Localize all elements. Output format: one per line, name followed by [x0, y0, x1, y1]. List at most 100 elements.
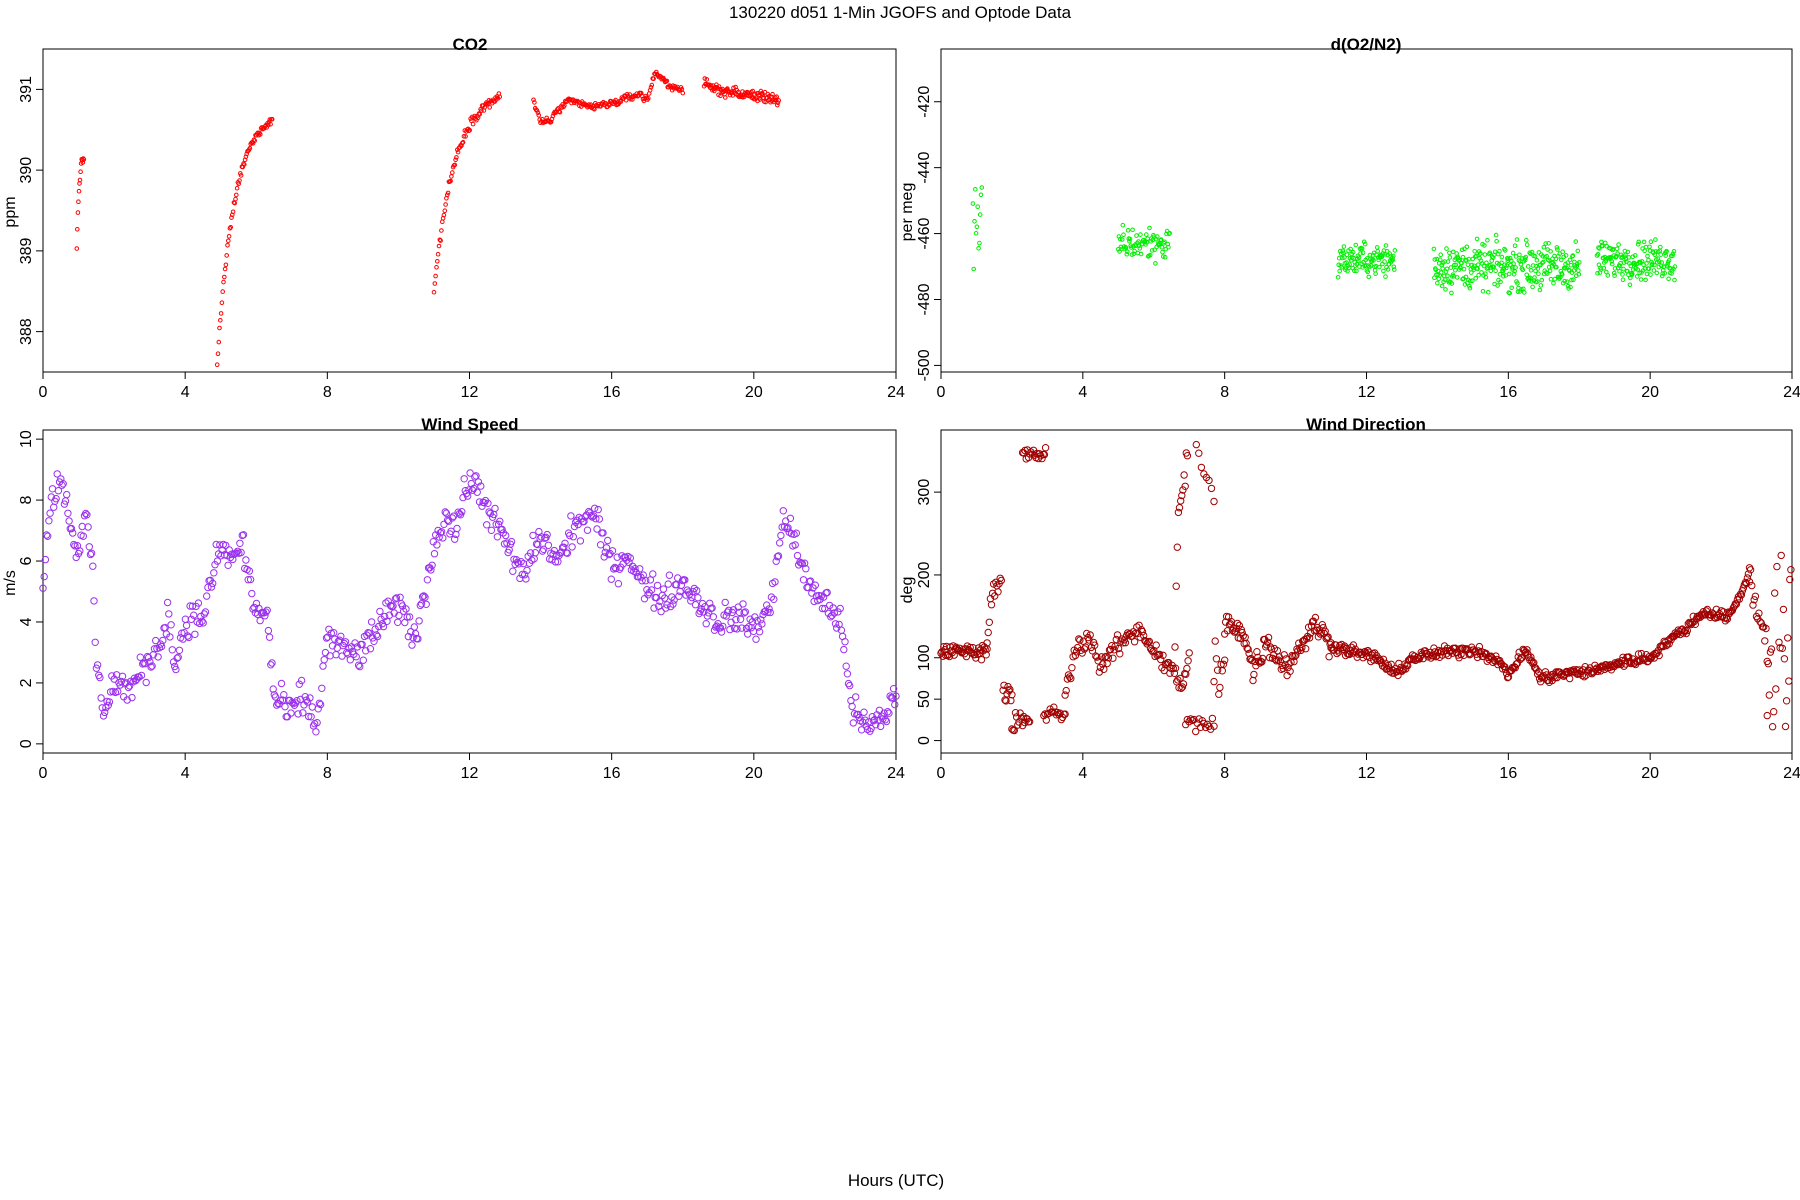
- data-point: [1524, 237, 1529, 243]
- data-point: [1493, 232, 1499, 238]
- data-point: [455, 510, 464, 518]
- data-point: [873, 711, 881, 719]
- data-point: [460, 140, 465, 146]
- data-point: [1475, 266, 1480, 272]
- data-point: [1635, 242, 1641, 247]
- data-point: [649, 570, 657, 578]
- data-point: [1672, 264, 1678, 269]
- data-point: [435, 251, 441, 257]
- o2n2-panel: d(O2/N2) per meg 0 4 8 12 16 20 24 -420 -440 -46…: [899, 35, 1800, 401]
- data-point: [872, 721, 880, 729]
- data-point: [1348, 246, 1353, 252]
- data-point: [1500, 269, 1506, 274]
- data-point: [1180, 471, 1188, 479]
- data-point: [983, 639, 991, 647]
- data-point: [731, 85, 736, 91]
- data-point: [221, 279, 226, 285]
- data-point: [1286, 667, 1294, 675]
- data-point: [293, 697, 301, 705]
- data-point: [174, 653, 182, 661]
- data-point: [633, 93, 639, 99]
- data-point: [1475, 262, 1481, 268]
- data-point: [1501, 266, 1507, 272]
- data-point: [58, 481, 66, 489]
- data-point: [93, 661, 102, 669]
- data-point: [608, 547, 617, 555]
- data-point: [704, 609, 713, 617]
- data-point: [1484, 260, 1489, 266]
- data-point: [346, 656, 354, 664]
- data-point: [1309, 617, 1318, 625]
- data-point: [1514, 653, 1522, 661]
- data-point: [585, 507, 593, 516]
- data-point: [1524, 272, 1529, 278]
- data-point: [1631, 267, 1636, 272]
- data-point: [976, 246, 981, 251]
- data-point: [726, 625, 734, 634]
- data-point: [1609, 259, 1614, 264]
- data-point: [1560, 249, 1565, 254]
- data-point: [439, 534, 447, 542]
- data-point: [869, 717, 878, 725]
- data-point: [889, 685, 898, 693]
- data-point: [1551, 280, 1556, 286]
- data-point: [443, 202, 448, 207]
- data-point: [863, 725, 872, 734]
- data-point: [1647, 248, 1653, 254]
- data-point: [771, 578, 779, 586]
- data-point: [1179, 680, 1188, 688]
- data-point: [1461, 645, 1469, 653]
- data-point: [362, 647, 370, 655]
- data-point: [1210, 722, 1218, 730]
- data-point: [269, 116, 275, 122]
- data-point: [550, 113, 556, 119]
- data-point: [53, 470, 61, 478]
- data-point: [974, 224, 980, 230]
- data-point: [1123, 244, 1128, 250]
- data-point: [188, 602, 197, 610]
- data-point: [1703, 605, 1712, 614]
- y-tick-label: 200: [916, 561, 933, 588]
- data-point: [1081, 643, 1090, 651]
- data-point: [1066, 673, 1074, 681]
- data-point: [1362, 241, 1368, 247]
- data-point: [1215, 690, 1223, 698]
- data-point: [83, 511, 91, 519]
- data-point: [484, 499, 492, 507]
- data-point: [1130, 227, 1135, 233]
- data-point: [732, 616, 740, 624]
- x-tick-label: 20: [745, 384, 763, 401]
- data-point: [223, 262, 229, 268]
- data-point: [365, 629, 373, 637]
- data-point: [1438, 270, 1444, 275]
- data-point: [681, 576, 689, 584]
- data-point: [576, 537, 585, 545]
- data-point: [1007, 696, 1015, 705]
- data-point: [1525, 264, 1531, 269]
- data-point: [1147, 225, 1152, 231]
- data-point: [1527, 275, 1533, 281]
- data-point: [1672, 277, 1677, 283]
- data-point: [1595, 271, 1600, 276]
- data-point: [1409, 655, 1418, 663]
- data-point: [1773, 562, 1781, 571]
- data-point: [1658, 252, 1664, 257]
- data-point: [303, 698, 312, 706]
- data-point: [1454, 275, 1460, 280]
- data-point: [483, 521, 491, 529]
- data-point: [623, 556, 631, 564]
- data-point: [971, 650, 979, 659]
- data-point: [784, 524, 792, 532]
- data-point: [1504, 673, 1513, 681]
- data-point: [828, 611, 836, 620]
- data-point: [1353, 242, 1359, 248]
- data-point: [39, 584, 47, 592]
- data-point: [971, 266, 977, 272]
- data-point: [1666, 258, 1672, 263]
- data-point: [1374, 245, 1380, 250]
- y-tick-label: 100: [916, 644, 933, 671]
- data-point: [1494, 239, 1499, 244]
- data-point: [201, 608, 210, 616]
- data-point: [1183, 664, 1191, 673]
